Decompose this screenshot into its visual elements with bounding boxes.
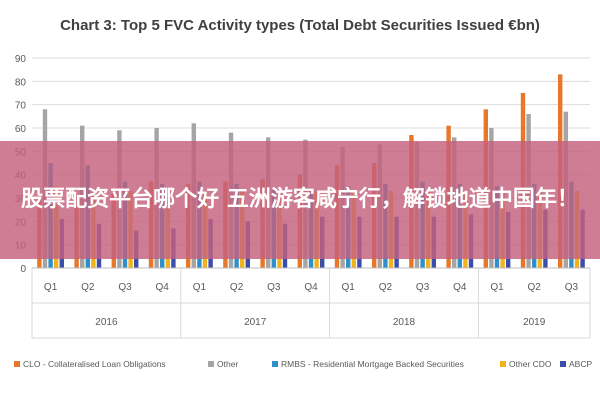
- legend-label: Other: [217, 359, 238, 369]
- x-tick-label: Q2: [528, 282, 542, 293]
- x-tick-label: Q3: [118, 282, 132, 293]
- y-tick-label: 0: [20, 264, 26, 275]
- y-tick-label: 90: [15, 54, 27, 65]
- x-tick-label: Q1: [490, 282, 504, 293]
- legend-label: ABCP: [569, 359, 592, 369]
- legend-label: Other CDO: [509, 359, 552, 369]
- legend-swatch: [272, 361, 278, 367]
- x-tick-label: Q1: [193, 282, 207, 293]
- x-tick-label: Q3: [565, 282, 579, 293]
- legend-label: RMBS - Residential Mortgage Backed Secur…: [281, 359, 464, 369]
- x-tick-label: Q2: [81, 282, 95, 293]
- x-tick-label: Q3: [416, 282, 430, 293]
- legend-swatch: [14, 361, 20, 367]
- x-tick-label: Q4: [453, 282, 467, 293]
- year-group-label: 2019: [523, 317, 546, 328]
- x-tick-label: Q2: [379, 282, 393, 293]
- legend-swatch: [560, 361, 566, 367]
- y-tick-label: 60: [15, 124, 27, 135]
- legend-swatch: [500, 361, 506, 367]
- x-tick-label: Q4: [304, 282, 318, 293]
- legend-label: CLO - Collateralised Loan Obligations: [23, 359, 166, 369]
- chart-title: Chart 3: Top 5 FVC Activity types (Total…: [60, 17, 540, 34]
- x-tick-label: Q3: [267, 282, 281, 293]
- x-tick-label: Q4: [156, 282, 170, 293]
- year-group-label: 2016: [95, 317, 118, 328]
- year-group-label: 2017: [244, 317, 267, 328]
- y-tick-label: 80: [15, 77, 27, 88]
- x-tick-label: Q2: [230, 282, 244, 293]
- x-tick-label: Q1: [44, 282, 58, 293]
- legend-swatch: [208, 361, 214, 367]
- overlay-banner-text: 股票配资平台哪个好 五洲游客咸宁行，解锁地道中国年！: [21, 187, 579, 212]
- year-group-label: 2018: [393, 317, 416, 328]
- x-tick-label: Q1: [342, 282, 356, 293]
- y-tick-label: 70: [15, 101, 27, 112]
- overlay-banner[interactable]: 股票配资平台哪个好 五洲游客咸宁行，解锁地道中国年！: [0, 141, 600, 259]
